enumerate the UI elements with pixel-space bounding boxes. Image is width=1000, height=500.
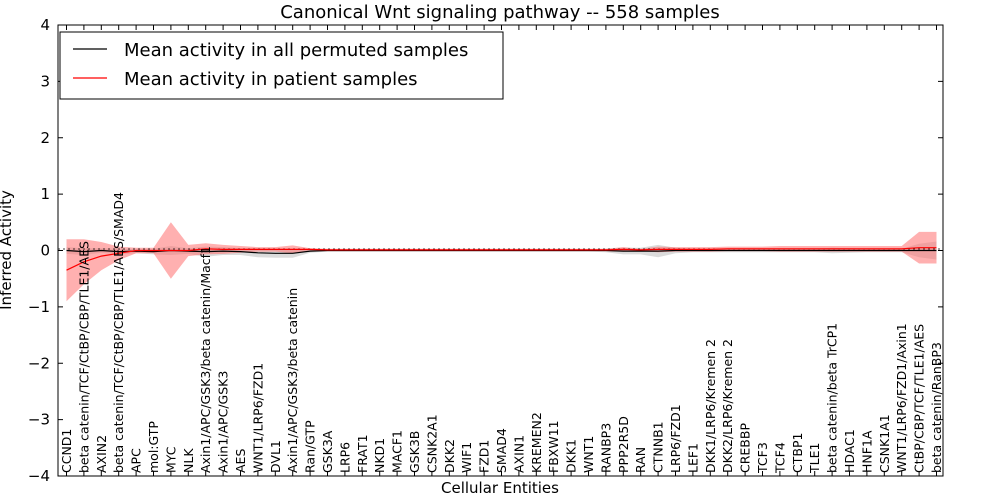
y-tick-label: 4 <box>40 16 50 34</box>
x-tick-label: beta catenin/beta TrCP1 <box>825 323 840 473</box>
x-tick-label: AES <box>233 449 248 473</box>
x-tick-label: CTNNB1 <box>651 421 666 473</box>
x-tick-label: SMAD4 <box>494 428 509 473</box>
y-tick-label: 0 <box>40 242 50 260</box>
series-lines <box>66 247 937 271</box>
x-tick-label: RANBP3 <box>598 423 613 473</box>
x-tick-label: beta catenin/TCF/CtBP/CBP/TLE1/AES <box>76 241 91 473</box>
x-tick-label: MYC <box>163 446 178 473</box>
x-tick-label: mol:GTP <box>146 421 161 473</box>
y-tick-label: −2 <box>28 354 50 372</box>
x-tick-label: Axin1/APC/GSK3/beta catenin <box>285 288 300 473</box>
x-tick-label: KREMEN2 <box>529 412 544 473</box>
x-tick-label: WNT1/LRP6/FZD1/Axin1 <box>894 323 909 473</box>
legend-label-permuted: Mean activity in all permuted samples <box>124 40 468 61</box>
x-tick-label: AXIN1 <box>511 435 526 473</box>
x-tick-label: HNF1A <box>859 430 874 473</box>
x-tick-label: FRAT1 <box>355 434 370 473</box>
chart-title: Canonical Wnt signaling pathway -- 558 s… <box>280 2 720 23</box>
y-tick-label: −1 <box>28 298 50 316</box>
y-tick-label: 1 <box>40 185 50 203</box>
x-tick-label: TCF4 <box>772 442 787 474</box>
x-tick-label: FZD1 <box>477 440 492 473</box>
y-axis-ticks: −4 −3 −2 −1 0 1 2 3 4 <box>28 16 943 485</box>
legend: Mean activity in all permuted samples Me… <box>59 31 504 100</box>
band-patient <box>66 222 937 302</box>
x-tick-label: TCF3 <box>755 442 770 474</box>
x-tick-label: NKD1 <box>372 438 387 473</box>
x-tick-label: CtBP/CBP/TCF/TLE1/AES <box>912 324 927 473</box>
series-line-patient <box>66 247 937 271</box>
x-tick-label: WNT1/LRP6/FZD1 <box>250 363 265 473</box>
x-tick-label: beta catenin/TCF/CtBP/CBP/TLE1/AES/SMAD4 <box>111 192 126 473</box>
x-tick-label: DKK2/LRP6/Kremen 2 <box>720 339 735 473</box>
confidence-bands <box>66 222 937 302</box>
x-tick-label: LRP6/FZD1 <box>668 404 683 473</box>
x-tick-label: WNT1 <box>581 436 596 473</box>
x-tick-label: CREBBP <box>738 423 753 473</box>
x-tick-label: DKK2 <box>442 439 457 473</box>
legend-box <box>59 31 504 100</box>
x-tick-label: Ran/GTP <box>303 420 318 473</box>
x-tick-label: CSNK2A1 <box>424 414 439 473</box>
x-tick-label: DKK1 <box>564 439 579 473</box>
x-tick-label: GSK3B <box>407 431 422 473</box>
legend-label-patient: Mean activity in patient samples <box>124 69 418 90</box>
x-tick-label: DKK1/LRP6/Kremen 2 <box>703 339 718 473</box>
x-tick-label: AXIN2 <box>94 435 109 473</box>
x-tick-label: CTBP1 <box>790 433 805 473</box>
y-tick-label: −3 <box>28 411 50 429</box>
x-tick-label: LEF1 <box>685 443 700 473</box>
x-tick-label: APC <box>129 448 144 473</box>
x-tick-label: HDAC1 <box>842 429 857 473</box>
plot-frame <box>57 24 944 477</box>
x-tick-label: beta catenin/RanBP3 <box>929 342 944 473</box>
x-axis-label: Cellular Entities <box>441 479 559 497</box>
x-tick-label: LRP6 <box>337 442 352 473</box>
x-tick-label: CSNK1A1 <box>877 414 892 473</box>
x-tick-label: PPP2R5D <box>616 416 631 473</box>
x-tick-label: MACF1 <box>390 430 405 473</box>
x-tick-label: NLK <box>181 448 196 473</box>
x-tick-label: FBXW11 <box>546 420 561 473</box>
x-tick-label: Axin1/APC/GSK3 <box>216 371 231 473</box>
y-tick-label: 3 <box>40 72 50 90</box>
x-tick-label: CCND1 <box>59 429 74 473</box>
x-tick-label: DVL1 <box>268 440 283 473</box>
y-tick-label: −4 <box>28 467 50 485</box>
x-tick-label: GSK3A <box>320 430 335 473</box>
y-tick-label: 2 <box>40 129 50 147</box>
x-tick-label: RAN <box>633 447 648 473</box>
x-tick-label: TLE1 <box>807 443 822 474</box>
x-tick-label: Axin1/APC/GSK3/beta catenin/Macf1 <box>198 246 213 473</box>
y-axis-label: Inferred Activity <box>0 190 15 310</box>
x-axis-ticks: CCND1 beta catenin/TCF/CtBP/CBP/TLE1/AES A… <box>59 25 944 476</box>
x-tick-label: WIF1 <box>459 442 474 473</box>
